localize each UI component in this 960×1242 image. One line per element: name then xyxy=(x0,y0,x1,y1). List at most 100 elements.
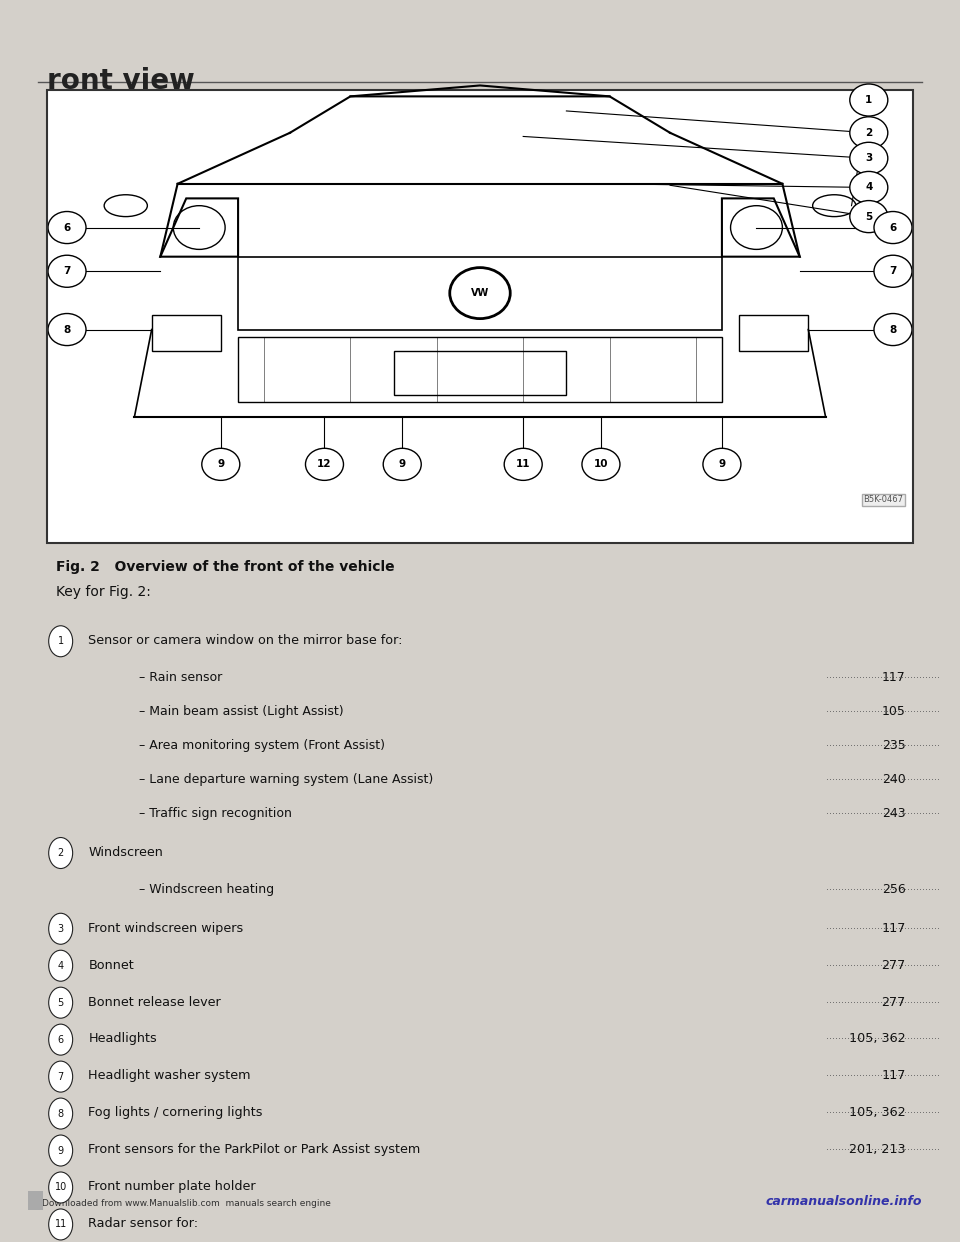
Text: ............................................................: ........................................… xyxy=(826,671,960,681)
Text: 6: 6 xyxy=(58,1035,63,1045)
Text: B5K-0467: B5K-0467 xyxy=(863,496,903,504)
Text: 277: 277 xyxy=(881,959,906,971)
Circle shape xyxy=(49,950,73,981)
Text: 10: 10 xyxy=(593,460,609,469)
Text: 1: 1 xyxy=(58,636,63,646)
Text: 4: 4 xyxy=(58,961,63,971)
Text: 7: 7 xyxy=(889,266,897,276)
Text: 11: 11 xyxy=(516,460,531,469)
Text: ront view: ront view xyxy=(47,67,195,94)
Circle shape xyxy=(49,1135,73,1166)
Circle shape xyxy=(582,448,620,481)
Text: 256: 256 xyxy=(882,883,906,895)
Text: ............................................................: ........................................… xyxy=(826,996,960,1005)
Circle shape xyxy=(49,1208,73,1240)
Text: 9: 9 xyxy=(58,1145,63,1155)
Text: 9: 9 xyxy=(217,460,225,469)
Text: 11: 11 xyxy=(55,1220,67,1230)
Circle shape xyxy=(49,1025,73,1056)
Text: 2: 2 xyxy=(865,128,873,138)
Text: – Rain sensor: – Rain sensor xyxy=(139,671,223,684)
Bar xyxy=(394,351,566,395)
FancyBboxPatch shape xyxy=(47,91,913,544)
Circle shape xyxy=(49,837,73,868)
Text: 5: 5 xyxy=(865,211,873,221)
Circle shape xyxy=(49,987,73,1018)
Text: – Windscreen heating: – Windscreen heating xyxy=(139,883,275,895)
Text: Fog lights / cornering lights: Fog lights / cornering lights xyxy=(88,1107,263,1119)
Circle shape xyxy=(703,448,741,481)
Circle shape xyxy=(850,84,888,116)
Text: 9: 9 xyxy=(398,460,406,469)
Text: ............................................................: ........................................… xyxy=(826,739,960,748)
Text: 105: 105 xyxy=(882,705,906,718)
Text: Front windscreen wipers: Front windscreen wipers xyxy=(88,922,244,935)
Bar xyxy=(29,1191,43,1210)
Text: ............................................................: ........................................… xyxy=(826,1069,960,1078)
Text: 105, 362: 105, 362 xyxy=(850,1032,906,1046)
Text: ............................................................: ........................................… xyxy=(826,705,960,714)
Text: Key for Fig. 2:: Key for Fig. 2: xyxy=(56,585,151,599)
Circle shape xyxy=(874,255,912,287)
Text: 6: 6 xyxy=(63,222,71,232)
Text: – Traffic sign recognition: – Traffic sign recognition xyxy=(139,807,292,820)
Circle shape xyxy=(850,200,888,232)
Text: 5: 5 xyxy=(58,997,63,1007)
Text: 3: 3 xyxy=(865,153,873,163)
Bar xyxy=(238,337,722,402)
Text: 9: 9 xyxy=(718,460,726,469)
Circle shape xyxy=(202,448,240,481)
Bar xyxy=(238,257,722,329)
Circle shape xyxy=(383,448,421,481)
Circle shape xyxy=(504,448,542,481)
Text: 6: 6 xyxy=(889,222,897,232)
Text: Front sensors for the ParkPilot or Park Assist system: Front sensors for the ParkPilot or Park … xyxy=(88,1144,420,1156)
Text: 117: 117 xyxy=(881,922,906,935)
Text: 105, 362: 105, 362 xyxy=(850,1107,906,1119)
Text: – Area monitoring system (Front Assist): – Area monitoring system (Front Assist) xyxy=(139,739,385,753)
Circle shape xyxy=(874,211,912,243)
Text: 8: 8 xyxy=(58,1109,63,1119)
Text: ............................................................: ........................................… xyxy=(826,959,960,968)
Text: ............................................................: ........................................… xyxy=(826,1144,960,1153)
Text: 8: 8 xyxy=(889,324,897,334)
Circle shape xyxy=(874,313,912,345)
Circle shape xyxy=(850,117,888,149)
Text: 7: 7 xyxy=(63,266,71,276)
Text: Sensor or camera window on the mirror base for:: Sensor or camera window on the mirror ba… xyxy=(88,635,403,647)
Text: 1: 1 xyxy=(865,96,873,106)
Text: 201, 213: 201, 213 xyxy=(850,1144,906,1156)
Text: Headlights: Headlights xyxy=(88,1032,157,1046)
Text: Fig. 2   Overview of the front of the vehicle: Fig. 2 Overview of the front of the vehi… xyxy=(56,560,395,574)
Circle shape xyxy=(48,313,86,345)
Circle shape xyxy=(48,255,86,287)
Text: ............................................................: ........................................… xyxy=(826,922,960,930)
Text: 7: 7 xyxy=(58,1072,63,1082)
Text: 277: 277 xyxy=(881,996,906,1009)
Text: Headlight washer system: Headlight washer system xyxy=(88,1069,251,1083)
Text: 3: 3 xyxy=(58,924,63,934)
Text: 8: 8 xyxy=(63,324,71,334)
Text: ............................................................: ........................................… xyxy=(826,1107,960,1115)
Text: 12: 12 xyxy=(317,460,332,469)
Text: ............................................................: ........................................… xyxy=(826,883,960,892)
Text: 4: 4 xyxy=(865,183,873,193)
Circle shape xyxy=(850,171,888,204)
Bar xyxy=(152,315,221,351)
Circle shape xyxy=(49,626,73,657)
Text: Windscreen: Windscreen xyxy=(88,846,163,859)
Circle shape xyxy=(850,143,888,174)
Text: 10: 10 xyxy=(55,1182,67,1192)
Text: ............................................................: ........................................… xyxy=(826,807,960,816)
Text: carmanualsonline.info: carmanualsonline.info xyxy=(766,1195,923,1207)
Circle shape xyxy=(49,1098,73,1129)
Text: Downloaded from www.Manualslib.com  manuals search engine: Downloaded from www.Manualslib.com manua… xyxy=(42,1199,331,1207)
Circle shape xyxy=(49,1061,73,1092)
Text: 243: 243 xyxy=(882,807,906,820)
Text: 235: 235 xyxy=(882,739,906,753)
Text: Bonnet release lever: Bonnet release lever xyxy=(88,996,221,1009)
Text: – Lane departure warning system (Lane Assist): – Lane departure warning system (Lane As… xyxy=(139,773,433,786)
Text: 117: 117 xyxy=(882,671,906,684)
Text: – Main beam assist (Light Assist): – Main beam assist (Light Assist) xyxy=(139,705,344,718)
Text: 117: 117 xyxy=(881,1069,906,1083)
